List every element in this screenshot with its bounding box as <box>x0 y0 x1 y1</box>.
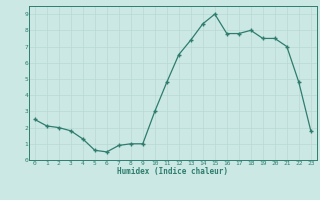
X-axis label: Humidex (Indice chaleur): Humidex (Indice chaleur) <box>117 167 228 176</box>
